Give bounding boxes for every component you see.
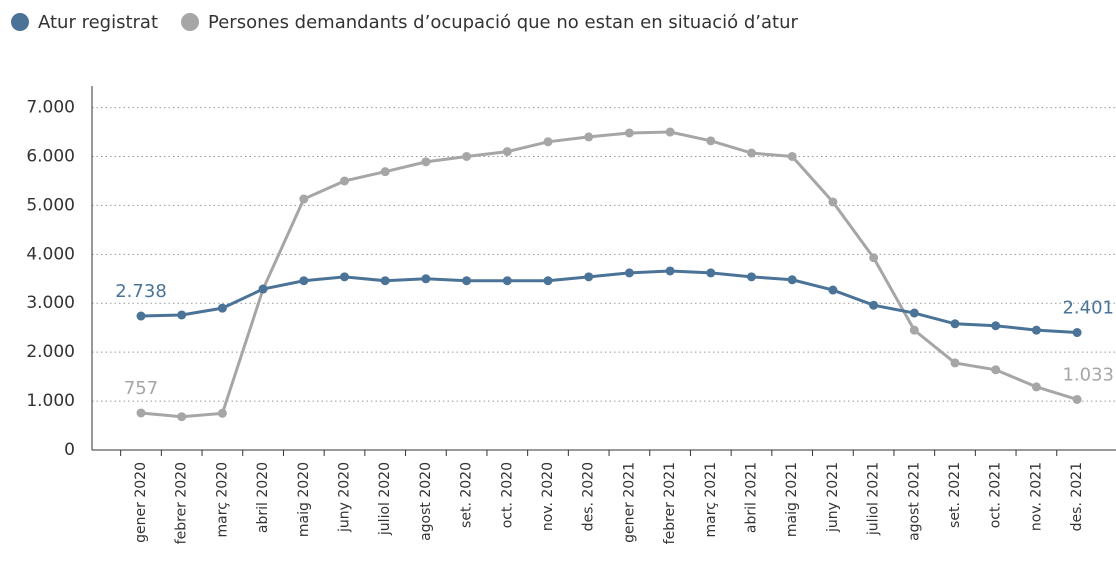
data-point — [543, 276, 553, 286]
x-tick-label: febrer 2020 — [174, 462, 190, 544]
data-point — [624, 128, 634, 138]
data-point — [706, 268, 716, 278]
legend-marker — [181, 13, 200, 31]
x-tick-label: març 2021 — [703, 462, 719, 537]
x-tick-label: oct. 2021 — [988, 462, 1004, 528]
x-tick-label: gener 2020 — [133, 462, 149, 543]
data-point — [584, 272, 594, 282]
data-point — [950, 358, 960, 368]
data-point — [217, 303, 227, 313]
x-tick-label: nov. 2021 — [1028, 462, 1044, 531]
data-point — [624, 268, 634, 278]
y-tick-label: 6.000 — [26, 146, 75, 166]
data-point — [380, 276, 390, 286]
y-tick-label: 2.000 — [26, 342, 75, 362]
x-tick-label: gener 2021 — [621, 462, 637, 543]
data-point — [421, 274, 431, 284]
data-point — [950, 319, 960, 329]
data-point — [462, 151, 472, 161]
data-label: 1.033 — [1062, 364, 1114, 385]
legend-marker — [11, 13, 29, 31]
x-tick-label: set. 2020 — [459, 462, 475, 528]
data-point — [340, 176, 349, 186]
data-point — [747, 148, 756, 158]
y-tick-label: 0 — [64, 440, 75, 460]
x-tick-label: març 2020 — [214, 462, 230, 537]
data-point — [136, 311, 146, 321]
x-tick-label: juny 2021 — [825, 462, 841, 533]
data-point — [787, 275, 797, 285]
data-point — [1072, 394, 1082, 404]
data-point — [747, 272, 756, 282]
data-point — [991, 365, 1001, 375]
x-tick-label: oct. 2020 — [499, 462, 515, 528]
data-point — [665, 266, 675, 276]
x-tick-label: abril 2020 — [255, 462, 271, 533]
x-tick-label: juliol 2021 — [866, 462, 882, 536]
x-tick-label: nov. 2020 — [540, 462, 556, 531]
x-tick-label: des. 2020 — [581, 462, 597, 531]
y-tick-label: 1.000 — [26, 391, 75, 411]
legend-label: Atur registrat — [38, 12, 158, 33]
data-point — [787, 151, 797, 161]
x-tick-label: abril 2021 — [744, 462, 760, 533]
data-point — [299, 276, 309, 286]
data-point — [502, 147, 512, 157]
data-label: 757 — [124, 378, 158, 399]
data-point — [421, 157, 431, 167]
data-point — [828, 285, 838, 295]
y-tick-label: 5.000 — [26, 195, 75, 215]
data-point — [136, 408, 146, 418]
data-point — [584, 132, 594, 142]
data-point — [869, 253, 879, 263]
data-point — [1031, 325, 1041, 335]
data-point — [991, 321, 1001, 331]
x-tick-label: juliol 2020 — [377, 462, 393, 536]
x-tick-label: maig 2020 — [296, 462, 312, 537]
data-point — [869, 300, 879, 310]
x-tick-label: des. 2021 — [1069, 462, 1085, 531]
x-tick-label: agost 2021 — [906, 462, 922, 541]
x-tick-label: set. 2021 — [947, 462, 963, 528]
data-point — [909, 325, 919, 335]
data-point — [299, 194, 309, 204]
data-point — [177, 412, 187, 422]
data-label: 2.738 — [115, 281, 167, 302]
data-point — [340, 272, 349, 282]
y-tick-label: 4.000 — [26, 244, 75, 264]
x-tick-label: febrer 2021 — [662, 462, 678, 544]
data-point — [706, 136, 716, 146]
data-point — [1072, 328, 1082, 338]
data-point — [177, 310, 187, 320]
x-tick-label: maig 2021 — [784, 462, 800, 537]
legend-label: Persones demandants d’ocupació que no es… — [208, 12, 799, 33]
data-label: 2.401 — [1062, 298, 1114, 319]
data-point — [909, 308, 919, 318]
data-point — [543, 137, 553, 147]
data-point — [380, 167, 390, 177]
y-tick-label: 3.000 — [26, 293, 75, 313]
data-point — [462, 276, 472, 286]
series-line — [140, 269, 1078, 335]
x-tick-label: juny 2020 — [337, 462, 353, 533]
data-point — [828, 197, 838, 207]
data-point — [1031, 382, 1041, 392]
data-point — [258, 284, 268, 294]
series-line — [140, 130, 1078, 419]
y-tick-label: 7.000 — [26, 98, 75, 118]
data-point — [217, 408, 227, 418]
data-point — [502, 276, 512, 286]
x-tick-label: agost 2020 — [418, 462, 434, 541]
data-point — [665, 127, 675, 137]
